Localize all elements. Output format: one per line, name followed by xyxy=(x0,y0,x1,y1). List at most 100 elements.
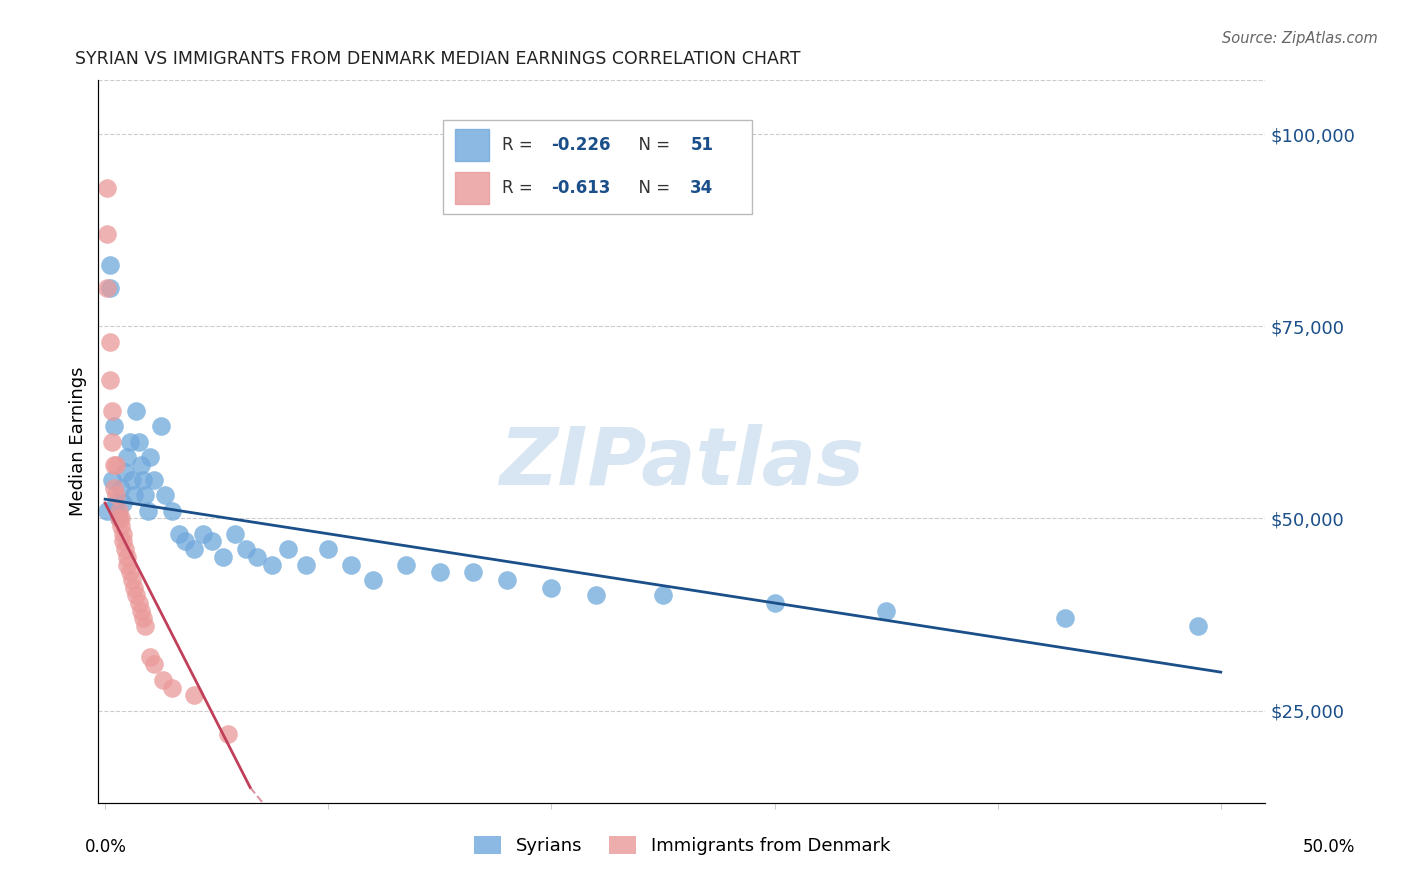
Point xyxy=(262,558,284,572)
Point xyxy=(183,542,205,557)
Y-axis label: Median Earnings: Median Earnings xyxy=(69,367,87,516)
Point xyxy=(110,519,132,533)
Point xyxy=(111,534,134,549)
Point xyxy=(110,481,132,495)
Point xyxy=(395,558,418,572)
Point xyxy=(125,404,148,418)
Text: R =: R = xyxy=(502,179,537,197)
Point xyxy=(174,534,197,549)
Point xyxy=(201,534,224,549)
Point xyxy=(105,488,128,502)
Point xyxy=(132,473,155,487)
Point xyxy=(122,581,145,595)
Text: N =: N = xyxy=(628,136,676,153)
Point xyxy=(495,573,517,587)
Text: SYRIAN VS IMMIGRANTS FROM DENMARK MEDIAN EARNINGS CORRELATION CHART: SYRIAN VS IMMIGRANTS FROM DENMARK MEDIAN… xyxy=(75,50,800,68)
Point xyxy=(98,281,121,295)
Point xyxy=(110,511,132,525)
Point xyxy=(134,488,156,502)
Point xyxy=(295,558,318,572)
Point xyxy=(105,496,128,510)
Text: Source: ZipAtlas.com: Source: ZipAtlas.com xyxy=(1222,31,1378,46)
Point xyxy=(316,542,339,557)
Bar xyxy=(456,128,489,161)
Point xyxy=(101,434,124,449)
Point xyxy=(117,549,139,564)
Point xyxy=(111,526,134,541)
Point xyxy=(277,542,299,557)
Point xyxy=(139,649,162,664)
Point xyxy=(132,611,155,625)
Point xyxy=(463,565,485,579)
Point xyxy=(217,726,239,740)
Point xyxy=(143,657,166,672)
Point xyxy=(98,258,121,272)
Point xyxy=(160,681,183,695)
Point xyxy=(107,504,129,518)
Point xyxy=(129,604,152,618)
Point xyxy=(117,558,139,572)
Point xyxy=(117,450,139,464)
Text: N =: N = xyxy=(628,179,676,197)
Point xyxy=(429,565,451,579)
Point xyxy=(96,281,118,295)
Point xyxy=(121,473,143,487)
Point xyxy=(183,688,205,702)
Text: -0.613: -0.613 xyxy=(551,179,610,197)
Point xyxy=(235,542,257,557)
Point xyxy=(111,496,134,510)
Point xyxy=(98,373,121,387)
Point xyxy=(118,434,141,449)
Point xyxy=(136,504,159,518)
Point xyxy=(224,526,246,541)
Point xyxy=(118,565,141,579)
Point xyxy=(125,588,148,602)
Legend: Syrians, Immigrants from Denmark: Syrians, Immigrants from Denmark xyxy=(467,829,897,863)
Point xyxy=(128,596,150,610)
Text: -0.226: -0.226 xyxy=(551,136,610,153)
Point xyxy=(167,526,190,541)
Point xyxy=(585,588,607,602)
Point xyxy=(160,504,183,518)
Point xyxy=(122,488,145,502)
Point xyxy=(212,549,235,564)
Point xyxy=(114,465,136,479)
Point xyxy=(103,481,125,495)
Text: 51: 51 xyxy=(690,136,713,153)
Text: 0.0%: 0.0% xyxy=(84,838,127,855)
Point xyxy=(134,619,156,633)
Point xyxy=(128,434,150,449)
Point xyxy=(1187,619,1209,633)
Point xyxy=(139,450,162,464)
Text: ZIPatlas: ZIPatlas xyxy=(499,425,865,502)
Point xyxy=(96,181,118,195)
Point xyxy=(540,581,562,595)
Point xyxy=(96,504,118,518)
Point xyxy=(149,419,172,434)
Point xyxy=(143,473,166,487)
Point xyxy=(652,588,675,602)
Point xyxy=(105,458,128,472)
Point xyxy=(155,488,177,502)
Point xyxy=(763,596,786,610)
Point xyxy=(246,549,269,564)
Point xyxy=(96,227,118,241)
Point xyxy=(1053,611,1076,625)
Point xyxy=(339,558,361,572)
Point xyxy=(101,473,124,487)
Point xyxy=(114,542,136,557)
Text: R =: R = xyxy=(502,136,537,153)
Point xyxy=(152,673,174,687)
Point xyxy=(193,526,215,541)
Point xyxy=(101,404,124,418)
Point xyxy=(103,419,125,434)
Bar xyxy=(456,172,489,203)
Point xyxy=(129,458,152,472)
Text: 34: 34 xyxy=(690,179,714,197)
Point xyxy=(98,334,121,349)
Point xyxy=(875,604,897,618)
Point xyxy=(103,458,125,472)
Point xyxy=(107,511,129,525)
Text: 50.0%: 50.0% xyxy=(1302,838,1355,855)
Point xyxy=(107,511,129,525)
